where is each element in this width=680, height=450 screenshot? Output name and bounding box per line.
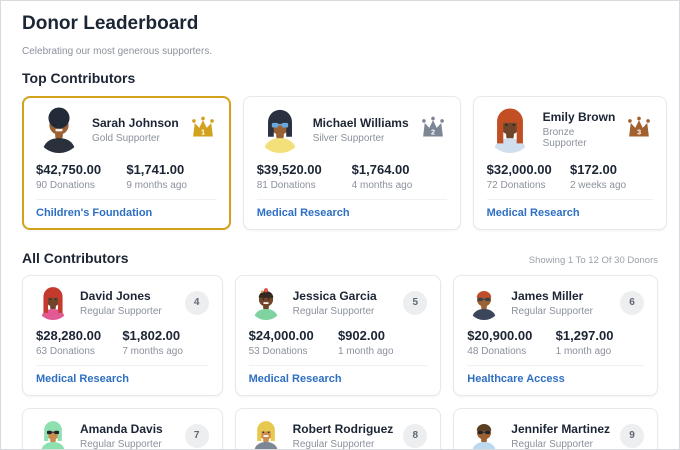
donor-tier: Regular Supporter xyxy=(292,305,375,317)
donor-name: Emily Brown xyxy=(542,110,616,125)
donor-name: James Miller xyxy=(511,288,584,303)
showing-count-text: Showing 1 To 12 Of 30 Donors xyxy=(528,254,658,266)
cause-link[interactable]: Medical Research xyxy=(256,206,350,219)
svg-text:1: 1 xyxy=(201,127,205,136)
donor-card[interactable]: Emily Brown Bronze Supporter 3 $32,000.0… xyxy=(472,95,668,230)
cause-link[interactable]: Medical Research xyxy=(36,372,129,385)
donor-name: Amanda Davis xyxy=(80,421,163,436)
donor-name: Sarah Johnson xyxy=(92,115,179,130)
donor-card[interactable]: James Miller Regular Supporter 6 $20,900… xyxy=(453,274,658,396)
donor-card[interactable]: Sarah Johnson Gold Supporter 1 $42,750.0… xyxy=(22,95,231,230)
last-donation-time: 2 weeks ago xyxy=(569,179,627,191)
donor-tier: Regular Supporter xyxy=(511,305,594,317)
rank-badge: 9 xyxy=(620,423,644,448)
total-donated-amount: $20,900.00 xyxy=(467,327,533,343)
donor-name: Jennifer Martinez xyxy=(511,421,610,436)
card-divider xyxy=(36,364,209,366)
donor-tier: Regular Supporter xyxy=(80,438,162,450)
last-donation-time: 7 months ago xyxy=(122,345,183,357)
donor-avatar xyxy=(36,107,82,153)
donor-tier: Regular Supporter xyxy=(292,438,375,450)
donor-avatar xyxy=(249,286,283,320)
all-contributors-heading: All Contributors xyxy=(22,249,129,266)
crown-icon: 2 xyxy=(419,115,447,145)
donation-count: 90 Donations xyxy=(36,179,95,191)
donor-name: Michael Williams xyxy=(312,115,409,130)
cause-link[interactable]: Healthcare Access xyxy=(467,372,565,385)
page-subtitle: Celebrating our most generous supporters… xyxy=(22,45,213,57)
donor-card[interactable]: Michael Williams Silver Supporter 2 $39,… xyxy=(242,95,461,230)
card-divider xyxy=(486,198,654,200)
page-title: Donor Leaderboard xyxy=(22,13,199,34)
card-divider xyxy=(248,364,428,366)
card-divider xyxy=(36,198,217,200)
last-donation-time: 4 months ago xyxy=(351,179,413,191)
rank-badge: 4 xyxy=(184,290,209,315)
donation-count: 81 Donations xyxy=(256,179,316,191)
last-donation-time: 1 month ago xyxy=(337,345,394,357)
rank-badge: 6 xyxy=(620,290,644,315)
donor-avatar xyxy=(257,107,303,153)
cause-link[interactable]: Medical Research xyxy=(486,206,580,219)
donor-name: David Jones xyxy=(80,288,151,303)
rank-badge: 8 xyxy=(403,423,428,448)
donor-card[interactable]: Robert Rodriguez Regular Supporter 8 $16… xyxy=(234,407,442,450)
rank-badge: 7 xyxy=(184,423,209,448)
total-donated-amount: $28,280.00 xyxy=(36,327,102,343)
svg-text:3: 3 xyxy=(637,127,641,136)
last-donation-amount: $1,741.00 xyxy=(126,161,185,177)
donor-card[interactable]: David Jones Regular Supporter 4 $28,280.… xyxy=(22,274,223,396)
last-donation-time: 9 months ago xyxy=(126,179,187,191)
donor-name: Jessica Garcia xyxy=(292,288,377,303)
donor-avatar xyxy=(249,419,283,449)
total-donated-amount: $24,000.00 xyxy=(248,327,314,343)
donor-avatar xyxy=(467,419,501,449)
donation-count: 53 Donations xyxy=(248,345,308,357)
last-donation-amount: $902.00 xyxy=(337,327,385,343)
donor-avatar xyxy=(36,419,70,449)
donor-tier: Bronze Supporter xyxy=(542,127,587,150)
donor-card[interactable]: Jennifer Martinez Regular Supporter 9 $1… xyxy=(453,407,658,450)
donation-count: 63 Donations xyxy=(36,345,95,357)
donor-avatar xyxy=(36,286,70,320)
all-contributors-grid: David Jones Regular Supporter 4 $28,280.… xyxy=(22,274,658,450)
donor-card[interactable]: Jessica Garcia Regular Supporter 5 $24,0… xyxy=(234,274,442,396)
total-donated-amount: $39,520.00 xyxy=(256,161,322,177)
total-donated-amount: $32,000.00 xyxy=(486,161,552,177)
top-contributors-heading: Top Contributors xyxy=(22,69,136,86)
crown-icon: 3 xyxy=(625,115,653,145)
cause-link[interactable]: Children's Foundation xyxy=(36,206,153,219)
donor-tier: Silver Supporter xyxy=(312,132,385,144)
total-donated-amount: $42,750.00 xyxy=(36,161,102,177)
donor-name: Robert Rodriguez xyxy=(292,421,394,436)
last-donation-amount: $1,764.00 xyxy=(351,161,410,177)
donor-card[interactable]: Amanda Davis Regular Supporter 7 $19,190… xyxy=(22,407,223,450)
last-donation-time: 1 month ago xyxy=(555,345,612,357)
crown-icon: 1 xyxy=(189,115,217,145)
donation-count: 48 Donations xyxy=(467,345,527,357)
last-donation-amount: $1,802.00 xyxy=(122,327,181,343)
donor-tier: Gold Supporter xyxy=(92,132,160,144)
donation-count: 72 Donations xyxy=(486,179,546,191)
last-donation-amount: $1,297.00 xyxy=(555,327,614,343)
donor-tier: Regular Supporter xyxy=(80,305,162,317)
donor-avatar xyxy=(467,286,501,320)
card-divider xyxy=(467,364,644,366)
last-donation-amount: $172.00 xyxy=(569,161,617,177)
top-contributors-grid: Sarah Johnson Gold Supporter 1 $42,750.0… xyxy=(22,95,668,230)
card-divider xyxy=(256,198,447,200)
donor-tier: Regular Supporter xyxy=(511,438,594,450)
cause-link[interactable]: Medical Research xyxy=(248,372,342,385)
donor-avatar xyxy=(487,107,533,153)
rank-badge: 5 xyxy=(403,290,428,315)
svg-text:2: 2 xyxy=(431,127,435,136)
